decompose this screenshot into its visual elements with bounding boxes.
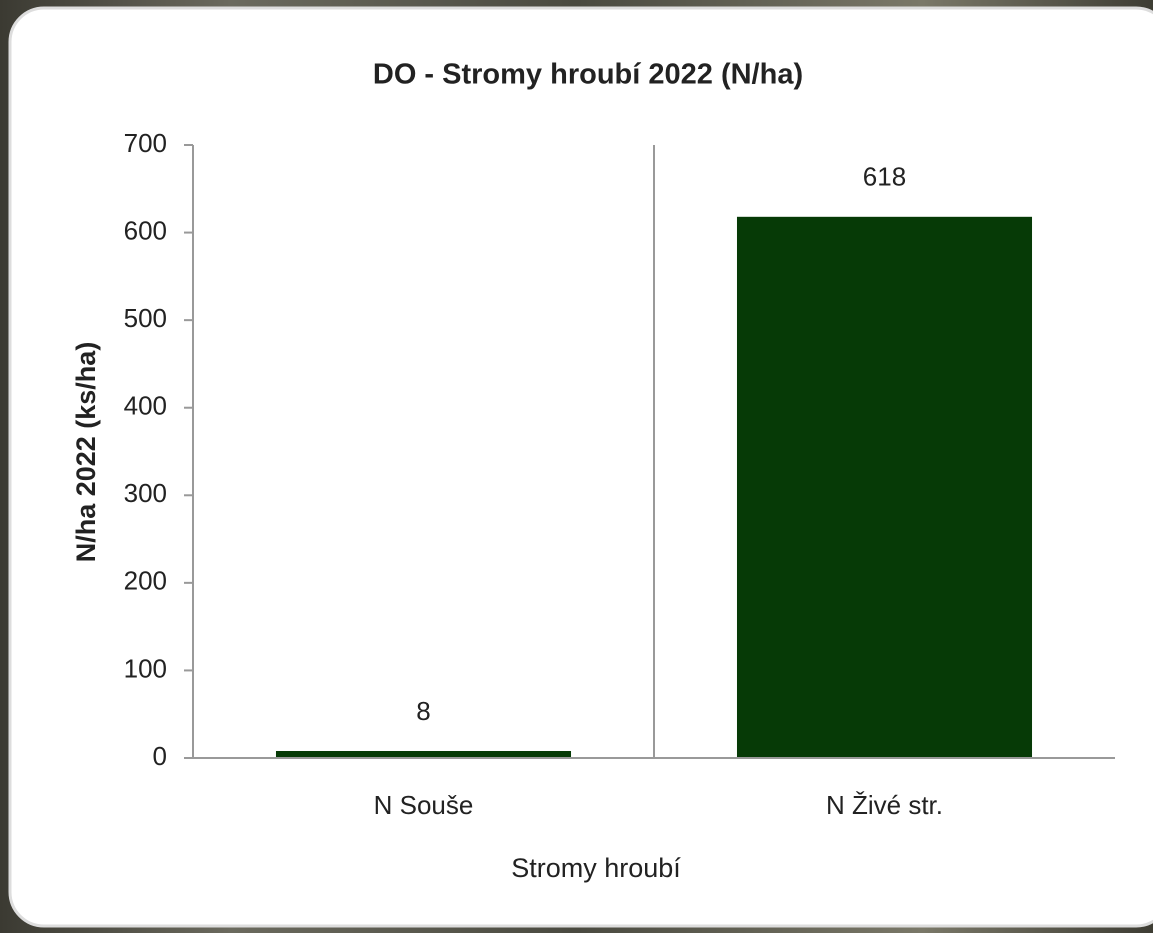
y-tick-label: 700 (124, 128, 167, 158)
y-tick-label: 300 (124, 478, 167, 508)
bar (275, 750, 572, 758)
data-label: 8 (416, 696, 430, 726)
y-tick-label: 100 (124, 653, 167, 683)
chart-title: DO - Stromy hroubí 2022 (N/ha) (373, 59, 803, 91)
y-axis-label: N/ha 2022 (ks/ha) (71, 342, 101, 563)
x-tick-label: N Živé str. (826, 790, 943, 820)
y-tick-label: 400 (124, 391, 167, 421)
bar (736, 216, 1033, 758)
y-tick-label: 500 (124, 303, 167, 333)
y-tick-label: 600 (124, 215, 167, 245)
y-tick-label: 200 (124, 566, 167, 596)
x-axis-label: Stromy hroubí (511, 853, 681, 883)
data-label: 618 (863, 162, 906, 192)
x-tick-label: N Souše (374, 790, 474, 820)
y-tick-label: 0 (153, 741, 167, 771)
